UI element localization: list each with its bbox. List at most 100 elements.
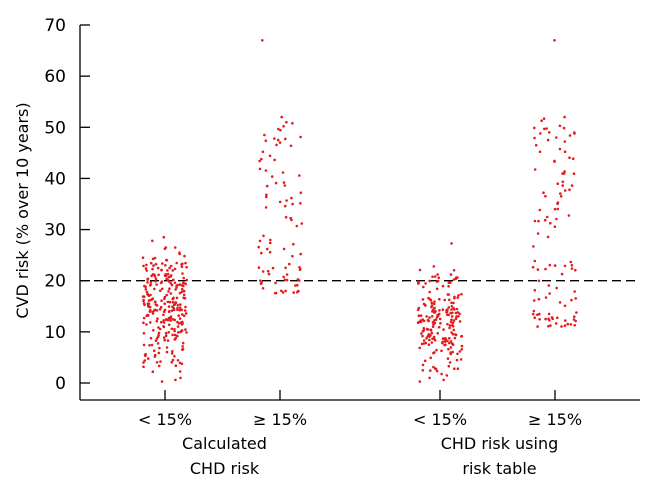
data-point bbox=[568, 156, 571, 159]
data-point bbox=[269, 241, 272, 245]
data-point bbox=[262, 234, 265, 238]
data-point bbox=[547, 131, 551, 134]
data-point bbox=[433, 311, 436, 314]
data-point bbox=[164, 264, 167, 267]
data-point bbox=[429, 356, 433, 360]
data-point bbox=[451, 321, 455, 325]
data-point bbox=[447, 347, 450, 351]
data-point bbox=[449, 346, 453, 349]
data-point bbox=[441, 284, 445, 288]
y-axis-title: CVD risk (% over 10 years) bbox=[13, 102, 32, 318]
data-point bbox=[182, 314, 186, 318]
data-point bbox=[425, 327, 429, 331]
data-point bbox=[291, 254, 294, 258]
data-point bbox=[436, 332, 440, 335]
data-point bbox=[151, 267, 154, 271]
data-point bbox=[146, 357, 150, 360]
data-point bbox=[446, 293, 450, 296]
data-point bbox=[558, 301, 562, 304]
data-point bbox=[176, 359, 180, 362]
data-point bbox=[154, 262, 158, 266]
data-point bbox=[182, 281, 185, 285]
data-point bbox=[146, 281, 149, 284]
data-point bbox=[142, 343, 146, 347]
data-point bbox=[165, 346, 169, 349]
data-point bbox=[440, 372, 443, 376]
data-point bbox=[177, 331, 180, 334]
data-point bbox=[258, 167, 262, 171]
group-label-line: CHD risk using bbox=[441, 434, 559, 453]
data-point bbox=[185, 265, 188, 269]
data-point bbox=[160, 268, 163, 272]
data-point bbox=[180, 313, 184, 316]
x-tick-label: ≥ 15% bbox=[528, 410, 582, 429]
data-point bbox=[169, 319, 172, 322]
data-point bbox=[568, 188, 571, 191]
data-point bbox=[261, 287, 265, 290]
data-point bbox=[556, 316, 559, 320]
data-point bbox=[430, 341, 434, 344]
data-point bbox=[450, 318, 453, 322]
data-point bbox=[282, 275, 286, 279]
data-point bbox=[562, 126, 566, 130]
data-point bbox=[282, 125, 285, 128]
data-point bbox=[452, 269, 456, 272]
data-point bbox=[440, 349, 443, 353]
data-point bbox=[300, 222, 304, 225]
data-point bbox=[456, 367, 460, 371]
data-point bbox=[151, 297, 155, 301]
data-point bbox=[455, 315, 458, 318]
data-point bbox=[185, 331, 188, 334]
data-point bbox=[422, 327, 426, 330]
data-point bbox=[428, 376, 431, 380]
data-point bbox=[176, 320, 179, 324]
data-point bbox=[174, 378, 177, 382]
data-point bbox=[157, 331, 161, 335]
data-point bbox=[431, 308, 435, 312]
data-point bbox=[542, 117, 546, 120]
data-point bbox=[261, 39, 264, 42]
data-point bbox=[173, 338, 176, 341]
data-point bbox=[444, 337, 448, 341]
data-point bbox=[538, 150, 542, 154]
data-point bbox=[173, 281, 177, 285]
x-tick-label: < 15% bbox=[138, 410, 192, 429]
x-axis: < 15% ≥ 15% < 15% ≥ 15% bbox=[80, 390, 640, 429]
data-point bbox=[447, 364, 451, 368]
data-point bbox=[559, 192, 562, 195]
data-point bbox=[180, 284, 184, 287]
data-point bbox=[171, 301, 175, 304]
y-tick-label: 40 bbox=[44, 169, 66, 189]
data-point bbox=[273, 158, 276, 162]
data-point bbox=[181, 262, 184, 266]
data-point bbox=[437, 276, 441, 280]
data-point bbox=[265, 184, 269, 188]
data-point bbox=[290, 218, 293, 222]
data-point bbox=[149, 283, 152, 286]
data-point bbox=[146, 293, 149, 296]
data-point bbox=[453, 367, 456, 371]
data-point bbox=[158, 327, 162, 331]
data-point bbox=[435, 369, 439, 373]
data-point bbox=[145, 269, 148, 272]
data-point bbox=[537, 279, 541, 283]
data-point bbox=[438, 317, 442, 321]
data-point bbox=[154, 277, 158, 281]
data-point bbox=[556, 207, 560, 211]
data-point bbox=[448, 298, 451, 302]
data-point bbox=[546, 138, 550, 142]
data-point bbox=[539, 132, 542, 135]
data-point bbox=[175, 296, 179, 300]
data-point bbox=[170, 283, 174, 287]
data-point bbox=[564, 319, 567, 322]
data-point bbox=[159, 289, 162, 293]
data-point bbox=[454, 317, 458, 321]
data-point bbox=[141, 256, 145, 260]
data-point bbox=[450, 315, 454, 318]
data-point bbox=[532, 299, 536, 302]
data-point bbox=[284, 266, 287, 270]
data-point bbox=[559, 195, 563, 198]
data-point bbox=[546, 235, 550, 239]
data-point bbox=[417, 306, 421, 310]
data-point bbox=[283, 184, 287, 187]
